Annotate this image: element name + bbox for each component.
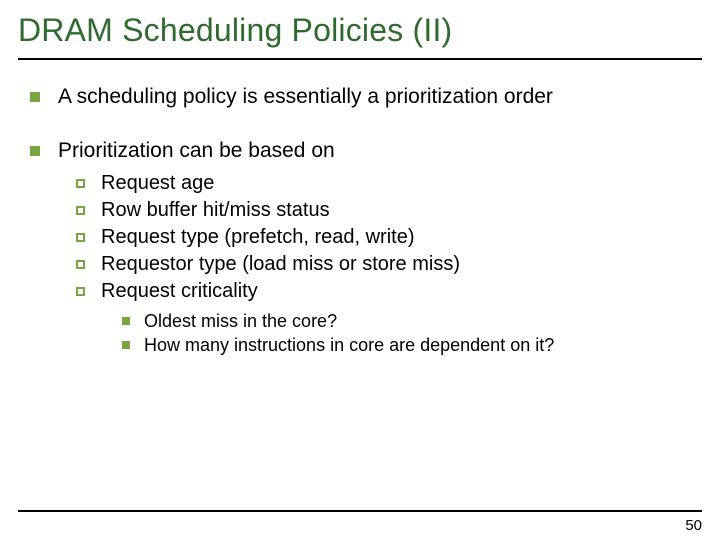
sub-bullet: Requestor type (load miss or store miss): [76, 252, 690, 277]
bullet-point-1: A scheduling policy is essentially a pri…: [30, 84, 690, 110]
sub-bullet-group: Request age Row buffer hit/miss status R…: [76, 171, 690, 304]
bullet-point-2: Prioritization can be based on: [30, 138, 690, 164]
bullet-text: A scheduling policy is essentially a pri…: [58, 84, 553, 110]
page-number: 50: [685, 517, 702, 534]
sub-bullet: Row buffer hit/miss status: [76, 198, 690, 223]
square-bullet-icon: [30, 146, 40, 156]
subsub-bullet: Oldest miss in the core?: [122, 310, 690, 333]
hollow-square-bullet-icon: [76, 206, 85, 215]
subsub-bullet-group: Oldest miss in the core? How many instru…: [122, 310, 690, 357]
subsub-bullet-text: Oldest miss in the core?: [144, 310, 337, 333]
sub-bullet: Request criticality: [76, 279, 690, 304]
subsub-bullet: How many instructions in core are depend…: [122, 334, 690, 357]
sub-bullet-text: Request criticality: [101, 279, 258, 304]
hollow-square-bullet-icon: [76, 179, 85, 188]
sub-bullet: Request age: [76, 171, 690, 196]
small-square-bullet-icon: [122, 341, 130, 349]
small-square-bullet-icon: [122, 317, 130, 325]
footer-underline: [18, 510, 702, 512]
slide: DRAM Scheduling Policies (II) A scheduli…: [0, 0, 720, 540]
hollow-square-bullet-icon: [76, 233, 85, 242]
slide-title: DRAM Scheduling Policies (II): [18, 12, 452, 49]
sub-bullet-text: Requestor type (load miss or store miss): [101, 252, 460, 277]
title-underline: [18, 58, 702, 60]
hollow-square-bullet-icon: [76, 287, 85, 296]
subsub-bullet-text: How many instructions in core are depend…: [144, 334, 554, 357]
sub-bullet: Request type (prefetch, read, write): [76, 225, 690, 250]
content-area: A scheduling policy is essentially a pri…: [30, 84, 690, 359]
sub-bullet-text: Request type (prefetch, read, write): [101, 225, 414, 250]
sub-bullet-text: Request age: [101, 171, 214, 196]
square-bullet-icon: [30, 92, 40, 102]
bullet-text: Prioritization can be based on: [58, 138, 335, 164]
sub-bullet-text: Row buffer hit/miss status: [101, 198, 330, 223]
hollow-square-bullet-icon: [76, 260, 85, 269]
